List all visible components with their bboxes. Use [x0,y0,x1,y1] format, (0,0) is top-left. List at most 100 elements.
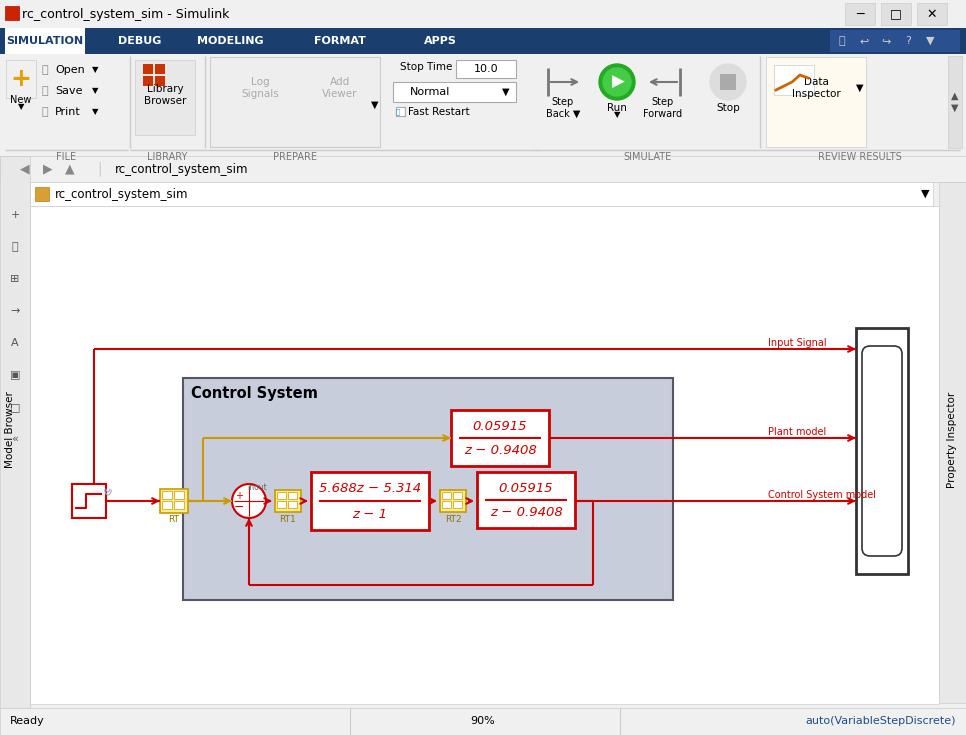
Text: +: + [11,67,32,91]
Text: Run: Run [607,103,627,113]
Bar [442,492,451,499]
Text: New: New [11,95,32,105]
Text: Property Inspector: Property Inspector [947,392,957,488]
Text: z − 0.9408: z − 0.9408 [490,506,562,518]
Text: 0.05915: 0.05915 [472,420,527,432]
Text: DEBUG: DEBUG [118,36,161,46]
Bar [210,57,380,147]
Text: FORMAT: FORMAT [314,36,366,46]
Bar [0,54,966,156]
Bar [856,328,908,574]
Bar [6,60,36,98]
Text: ⊞: ⊞ [11,274,19,284]
Text: Ready: Ready [10,716,44,726]
Text: ⬛: ⬛ [396,109,400,115]
FancyBboxPatch shape [862,346,902,556]
Text: 0.05915: 0.05915 [498,481,554,495]
Bar [288,501,297,508]
Bar [35,187,49,201]
Text: ▶: ▶ [43,162,53,176]
Bar [845,3,875,25]
Text: ⬛: ⬛ [838,36,845,46]
Bar [143,76,153,86]
Bar [453,501,462,508]
Bar [456,60,516,78]
Text: Model Browser: Model Browser [5,392,15,468]
Text: ?: ? [905,36,911,46]
Text: ▲: ▲ [65,162,74,176]
Bar [174,491,184,499]
Bar [440,490,466,512]
Text: ▼: ▼ [17,102,24,112]
Text: ▼: ▼ [92,65,99,74]
Text: Control System model: Control System model [768,490,876,500]
Text: Input Signal: Input Signal [768,338,827,348]
Text: 5.688z − 5.314: 5.688z − 5.314 [319,481,421,495]
Text: 💾: 💾 [42,86,48,96]
Text: 90%: 90% [470,716,496,726]
Text: FILE: FILE [56,152,76,162]
Text: ▼: ▼ [92,87,99,96]
Text: Step
Forward: Step Forward [643,97,683,119]
Bar [5,6,19,20]
Text: Step
Back ▼: Step Back ▼ [546,97,581,119]
Bar [143,64,153,74]
Bar [477,472,575,528]
Bar [0,156,966,182]
Circle shape [603,68,631,96]
Text: MODELING: MODELING [197,36,264,46]
Text: 🔍: 🔍 [12,242,18,252]
Text: Add
Viewer: Add Viewer [323,77,357,98]
Text: ↪: ↪ [881,36,891,46]
Bar [135,60,195,135]
Bar [183,378,673,600]
Bar [917,3,947,25]
Bar [545,62,585,102]
Text: «: « [12,434,18,444]
Bar [774,65,814,95]
Text: z − 0.9408: z − 0.9408 [464,443,536,456]
Circle shape [232,484,266,518]
Bar [72,484,106,518]
Bar [30,206,939,704]
Bar [162,501,172,509]
Text: REVIEW RESULTS: REVIEW RESULTS [818,152,902,162]
Text: ▼: ▼ [371,100,379,110]
Text: Normal: Normal [410,87,450,97]
Bar [720,74,736,90]
Text: |: | [98,162,102,176]
Bar [442,501,451,508]
Bar [948,56,962,148]
Text: ▼: ▼ [92,107,99,117]
Bar [451,410,549,466]
Bar [174,501,184,509]
Bar [453,492,462,499]
Bar [830,30,960,52]
Text: −: − [234,501,244,514]
Text: □: □ [890,7,902,21]
Bar [160,489,188,513]
Text: Plant model: Plant model [768,427,826,437]
Bar [311,472,429,530]
Text: Save: Save [55,86,82,96]
Bar [288,492,297,499]
Text: Control System: Control System [191,385,318,401]
Text: ▼: ▼ [921,189,929,199]
Text: Stop Time: Stop Time [400,62,452,72]
Bar [881,3,911,25]
Text: APPS: APPS [423,36,457,46]
Text: ▼: ▼ [925,36,934,46]
Text: □: □ [10,402,20,412]
Bar [0,708,966,735]
Bar [38,103,118,121]
Text: SIMULATION: SIMULATION [7,36,84,46]
Text: ─: ─ [856,7,864,21]
Text: →: → [11,306,19,316]
Bar [275,490,301,512]
Bar [38,82,118,100]
Circle shape [599,64,635,100]
Text: z − 1: z − 1 [353,507,387,520]
Bar [0,0,966,28]
Text: ◀: ◀ [20,162,30,176]
Text: ▼: ▼ [856,83,864,93]
